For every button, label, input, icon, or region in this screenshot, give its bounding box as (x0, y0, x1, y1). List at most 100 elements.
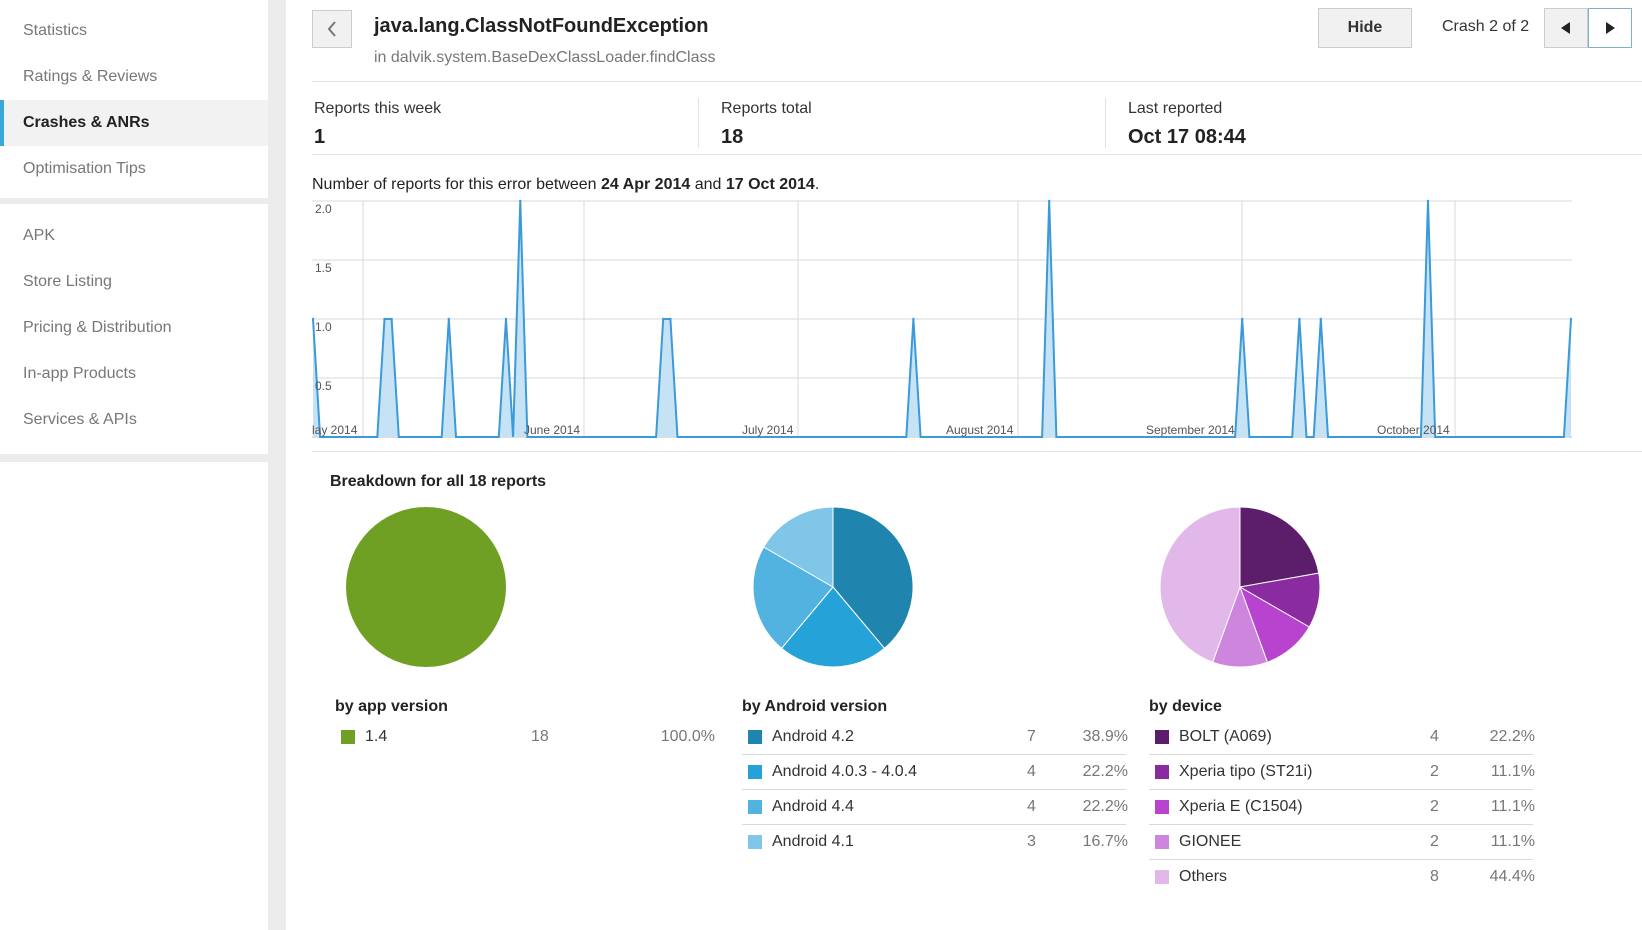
chart-data-point (662, 317, 665, 321)
sidebar-item-pricing-distribution[interactable]: Pricing & Distribution (23, 319, 172, 336)
legend-count: 4 (1027, 763, 1036, 780)
pie-slice (1160, 506, 1241, 663)
legend-swatch (1155, 835, 1169, 849)
stat-value: 18 (721, 126, 744, 148)
legend-percent: 11.1% (1490, 763, 1535, 780)
sidebar-item-store-listing[interactable]: Store Listing (23, 273, 112, 290)
chart-series-line (312, 200, 1572, 438)
sidebar-item-in-app-products[interactable]: In-app Products (23, 365, 136, 382)
legend-percent: 38.9% (1082, 728, 1128, 745)
legend-percent: 11.1% (1490, 798, 1535, 815)
sidebar-empty-area (0, 462, 268, 930)
chart-y-tick-label: 0.5 (315, 379, 332, 393)
date-range-description: Number of reports for this error between… (312, 176, 819, 194)
chart-x-tick-label: August 2014 (946, 423, 1014, 437)
legend-row: Android 4.1 3 16.7% (742, 825, 1128, 859)
legend-row: Android 4.4 4 22.2% (742, 790, 1128, 825)
legend-name: Android 4.4 (772, 798, 854, 815)
legend-count: 3 (1027, 833, 1036, 850)
breakdown-label-android-version: by Android version (742, 698, 888, 715)
hide-button[interactable]: Hide (1318, 8, 1412, 48)
legend-app-version: 1.4 18 100.0% (335, 720, 715, 754)
legend-row: Others 8 44.4% (1149, 860, 1535, 894)
pie-slice (832, 506, 913, 649)
stat-last-reported: Last reported Oct 17 08:44 (1128, 100, 1246, 149)
legend-name: GIONEE (1179, 833, 1242, 850)
legend-count: 18 (531, 728, 549, 745)
range-start-date: 24 Apr 2014 (601, 176, 691, 193)
android-version-pie-chart (753, 506, 913, 668)
chart-data-point (519, 199, 522, 203)
range-prefix: Number of reports for this error between (312, 176, 602, 193)
sidebar-item-ratings-reviews[interactable]: Ratings & Reviews (23, 68, 158, 85)
legend-swatch (1155, 765, 1169, 779)
breakdown-label-app-version: by app version (335, 698, 448, 715)
legend-swatch (748, 765, 762, 779)
sidebar-item-services-apis[interactable]: Services & APIs (23, 411, 137, 428)
legend-percent: 100.0% (660, 728, 715, 745)
legend-android-version: Android 4.2 7 38.9% Android 4.0.3 - 4.0.4 4 2… (742, 720, 1128, 859)
chevron-left-icon (327, 21, 336, 37)
pie-slice (1239, 506, 1320, 588)
stat-label: Reports this week (314, 100, 442, 117)
legend-swatch (748, 730, 762, 744)
legend-count: 4 (1027, 798, 1036, 815)
legend-row: Android 4.0.3 - 4.0.4 4 22.2% (742, 755, 1128, 790)
legend-row: BOLT (A069) 4 22.2% (1149, 720, 1535, 755)
legend-percent: 16.7% (1082, 833, 1128, 850)
sidebar-item-crashes-anrs[interactable]: Crashes & ANRs (0, 100, 268, 146)
range-mid: and (690, 176, 726, 193)
stat-divider (1105, 98, 1106, 148)
legend-count: 8 (1430, 868, 1439, 885)
chart-data-point (383, 317, 386, 321)
sidebar-item-optimisation-tips[interactable]: Optimisation Tips (23, 160, 146, 177)
legend-name: BOLT (A069) (1179, 728, 1272, 745)
chart-data-point (912, 317, 915, 321)
chart-data-point (447, 317, 451, 321)
app-version-pie-chart (346, 507, 506, 667)
chart-data-point (504, 317, 508, 321)
previous-crash-button[interactable] (1544, 8, 1588, 48)
legend-swatch (748, 835, 762, 849)
crash-counter: Crash 2 of 2 (1442, 18, 1530, 35)
sidebar-item-statistics[interactable]: Statistics (23, 22, 88, 39)
chart-x-tick-label: October 2014 (1377, 423, 1450, 437)
breakdown-title: Breakdown for all 18 reports (330, 473, 547, 490)
legend-swatch (748, 800, 762, 814)
legend-name: Xperia tipo (ST21i) (1179, 763, 1313, 780)
legend-swatch (341, 730, 355, 744)
page-title: java.lang.ClassNotFoundException (374, 15, 709, 37)
chart-y-tick-label: 2.0 (315, 202, 332, 216)
range-end-date: 17 Oct 2014 (725, 176, 815, 193)
stat-divider (698, 98, 699, 148)
legend-count: 7 (1027, 728, 1036, 745)
stat-label: Last reported (1128, 100, 1223, 117)
legend-name: 1.4 (365, 728, 388, 745)
chart-x-tick-label: September 2014 (1146, 423, 1235, 437)
triangle-right-icon (1606, 22, 1615, 34)
legend-swatch (1155, 870, 1169, 884)
legend-swatch (1155, 730, 1169, 744)
back-button[interactable] (312, 10, 352, 48)
divider (312, 81, 1642, 82)
chart-y-tick-label: 1.0 (315, 320, 332, 334)
sidebar-group-primary: Statistics Ratings & Reviews Crashes & A… (0, 0, 268, 198)
range-suffix: . (814, 176, 820, 193)
legend-row: Xperia tipo (ST21i) 2 11.1% (1149, 755, 1535, 790)
stat-reports-total: Reports total 18 (721, 100, 812, 149)
stat-value: Oct 17 08:44 (1128, 126, 1246, 148)
divider (312, 154, 1642, 155)
triangle-left-icon (1561, 22, 1570, 34)
divider (312, 451, 1642, 452)
chart-data-point (1319, 317, 1323, 321)
sidebar-item-apk[interactable]: APK (23, 227, 56, 244)
stat-label: Reports total (721, 100, 812, 117)
legend-percent: 22.2% (1082, 763, 1128, 780)
sidebar: Statistics Ratings & Reviews Crashes & A… (0, 0, 268, 930)
chart-x-tick-label: July 2014 (742, 423, 794, 437)
chart-data-point (669, 317, 672, 321)
next-crash-button[interactable] (1588, 8, 1632, 48)
breakdown-label-device: by device (1149, 698, 1222, 715)
legend-count: 2 (1430, 763, 1439, 780)
chart-data-point (1048, 199, 1051, 203)
